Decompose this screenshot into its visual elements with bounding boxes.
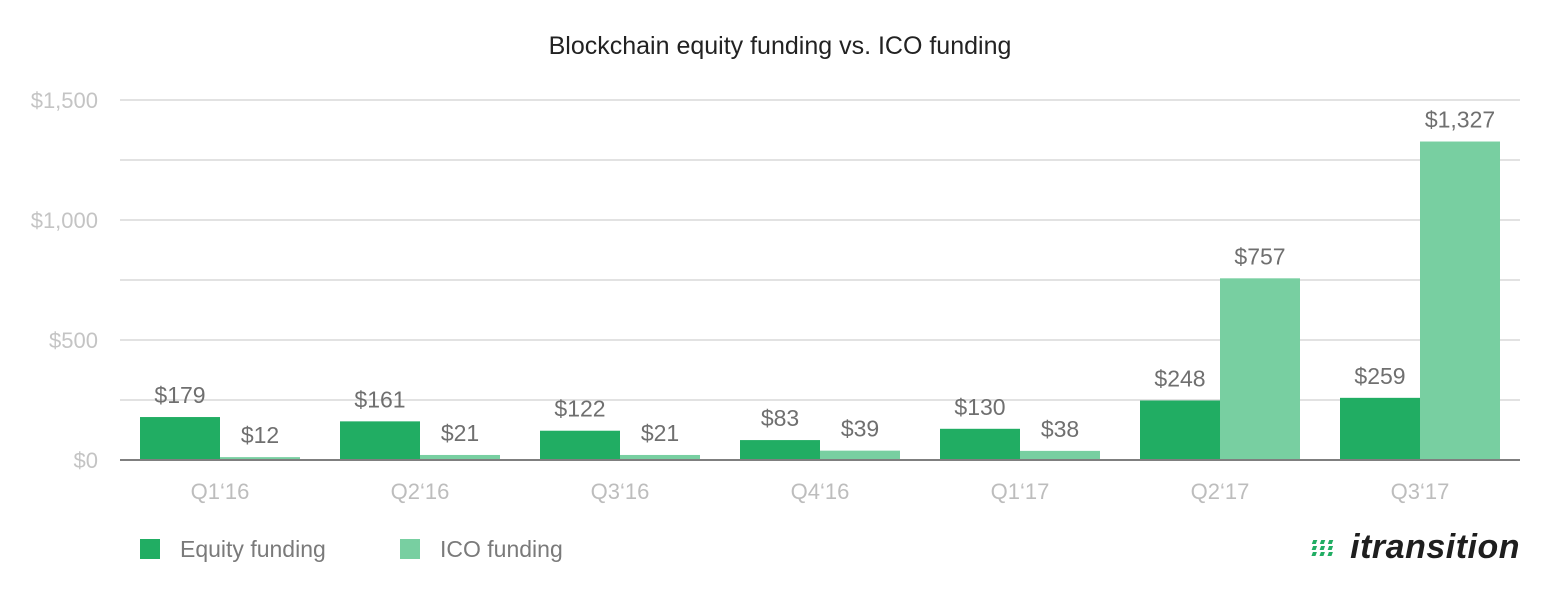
- ico-value-label: $1,327: [1425, 107, 1495, 133]
- ico-value-label: $12: [241, 422, 279, 448]
- ico-bar: [1220, 278, 1300, 460]
- ico-value-label: $21: [641, 420, 679, 446]
- equity-bar: [540, 430, 620, 460]
- legend-label-ico: ICO funding: [440, 535, 563, 562]
- chart-title: Blockchain equity funding vs. ICO fundin…: [548, 32, 1012, 60]
- equity-bar: [740, 440, 820, 460]
- x-tick-label: Q4‘16: [791, 479, 850, 504]
- ico-bar: [1020, 450, 1100, 460]
- equity-bar: [940, 428, 1020, 460]
- equity-bar: [1340, 397, 1420, 460]
- ico-bar: [420, 454, 500, 460]
- brand-mark-icon: [1311, 539, 1334, 556]
- x-tick-label: Q3‘16: [591, 479, 650, 504]
- equity-value-label: $259: [1354, 363, 1405, 389]
- ico-bar: [620, 454, 700, 460]
- legend-swatch-ico: [400, 539, 420, 559]
- y-tick-label: $1,500: [31, 88, 98, 113]
- equity-value-label: $83: [761, 405, 799, 431]
- y-tick-label: $0: [74, 448, 98, 473]
- legend-swatch-equity: [140, 539, 160, 559]
- equity-value-label: $130: [954, 394, 1005, 420]
- ico-value-label: $757: [1234, 243, 1285, 269]
- legend-label-equity: Equity funding: [180, 535, 326, 562]
- ico-bar: [820, 450, 900, 460]
- axes: $0 $500 $1,000 $1,500 Q1‘16 Q2‘16 Q3‘16 Q4‘16 Q1…: [31, 88, 1520, 504]
- data-labels: $179 $161 $122 $83 $130 $248 $259 $12 $21 $21 $39 $…: [154, 107, 1495, 449]
- ico-bar: [220, 457, 300, 460]
- equity-bar: [1140, 400, 1220, 460]
- ico-value-label: $39: [841, 416, 879, 442]
- equity-value-label: $161: [354, 386, 405, 412]
- grid-lines: [120, 99, 1520, 401]
- y-tick-label: $1,000: [31, 208, 98, 233]
- ico-value-label: $38: [1041, 416, 1079, 442]
- bars: [140, 141, 1500, 460]
- y-tick-label: $500: [49, 328, 98, 353]
- x-tick-label: Q1‘17: [991, 479, 1050, 504]
- legend-item-ico: ICO funding: [400, 534, 563, 564]
- x-tick-label: Q2‘16: [391, 479, 450, 504]
- brand-name: itransition: [1350, 528, 1520, 566]
- equity-bar: [140, 417, 220, 460]
- x-tick-label: Q2‘17: [1191, 479, 1250, 504]
- legend-item-equity: Equity funding: [140, 534, 326, 564]
- brand-logo: itransition: [1310, 528, 1520, 567]
- ico-value-label: $21: [441, 420, 479, 446]
- ico-bar: [1420, 141, 1500, 460]
- equity-value-label: $122: [554, 396, 605, 422]
- x-tick-label: Q3‘17: [1391, 479, 1450, 504]
- equity-value-label: $248: [1154, 365, 1205, 391]
- equity-value-label: $179: [154, 382, 205, 408]
- equity-bar: [340, 421, 420, 460]
- x-tick-label: Q1‘16: [191, 479, 250, 504]
